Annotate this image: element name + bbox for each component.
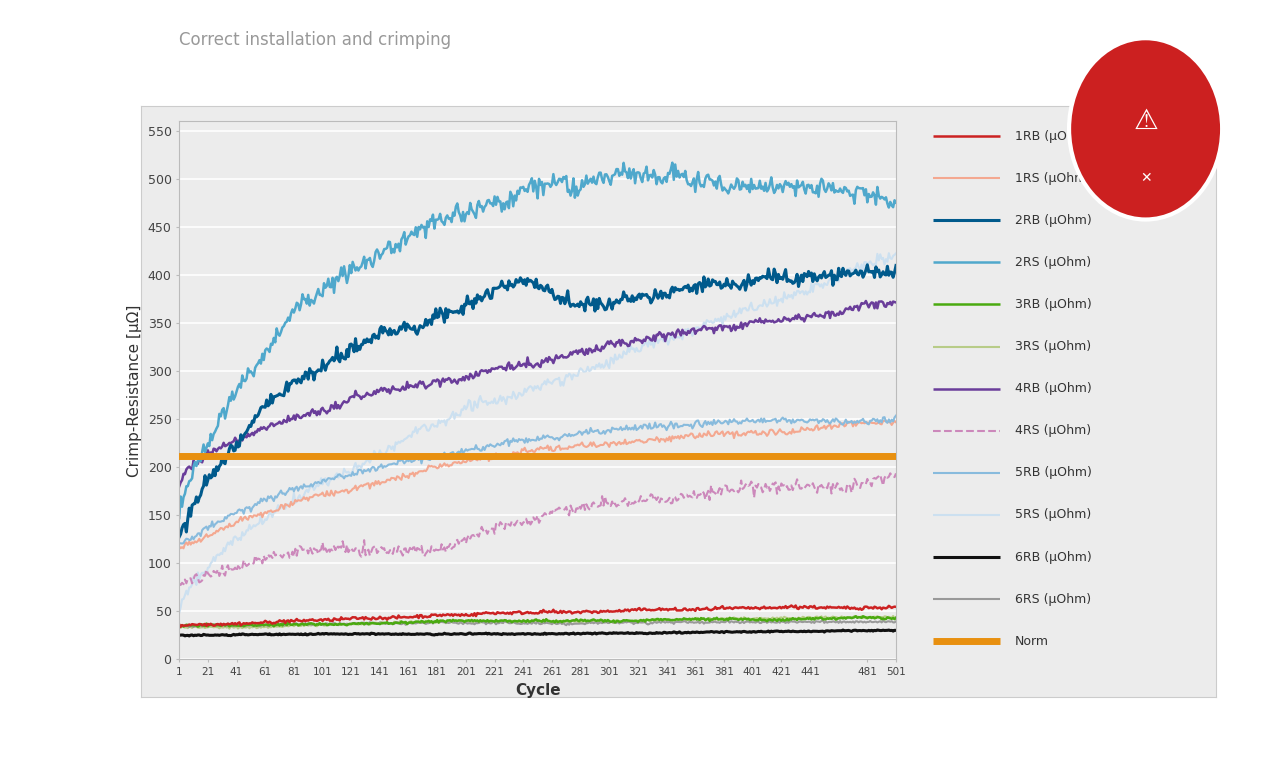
Text: Correct installation and crimping: Correct installation and crimping — [179, 31, 452, 49]
Text: 5RB (μOhm): 5RB (μOhm) — [1015, 466, 1092, 479]
Text: 3RB (μOhm): 3RB (μOhm) — [1015, 298, 1092, 311]
Text: 5RS (μOhm): 5RS (μOhm) — [1015, 509, 1091, 522]
Text: 6RB (μOhm): 6RB (μOhm) — [1015, 550, 1092, 563]
Text: Norm: Norm — [1015, 634, 1048, 647]
Text: 4RS (μOhm): 4RS (μOhm) — [1015, 424, 1091, 437]
Text: ✕: ✕ — [1139, 171, 1152, 185]
Text: 4RB (μOhm): 4RB (μOhm) — [1015, 382, 1092, 395]
Text: ⚠: ⚠ — [1133, 107, 1158, 135]
Circle shape — [1069, 38, 1222, 220]
Text: 2RS (μOhm): 2RS (μOhm) — [1015, 256, 1091, 269]
Text: 2RB (μOhm): 2RB (μOhm) — [1015, 214, 1092, 227]
Text: 1RS (μOhm): 1RS (μOhm) — [1015, 171, 1091, 185]
Y-axis label: Crimp-Resistance [μΩ]: Crimp-Resistance [μΩ] — [127, 304, 142, 477]
X-axis label: Cycle: Cycle — [515, 683, 561, 697]
Text: 3RS (μOhm): 3RS (μOhm) — [1015, 340, 1091, 353]
Text: 6RS (μOhm): 6RS (μOhm) — [1015, 593, 1091, 606]
Text: 1RB (μOhm): 1RB (μOhm) — [1015, 130, 1092, 143]
